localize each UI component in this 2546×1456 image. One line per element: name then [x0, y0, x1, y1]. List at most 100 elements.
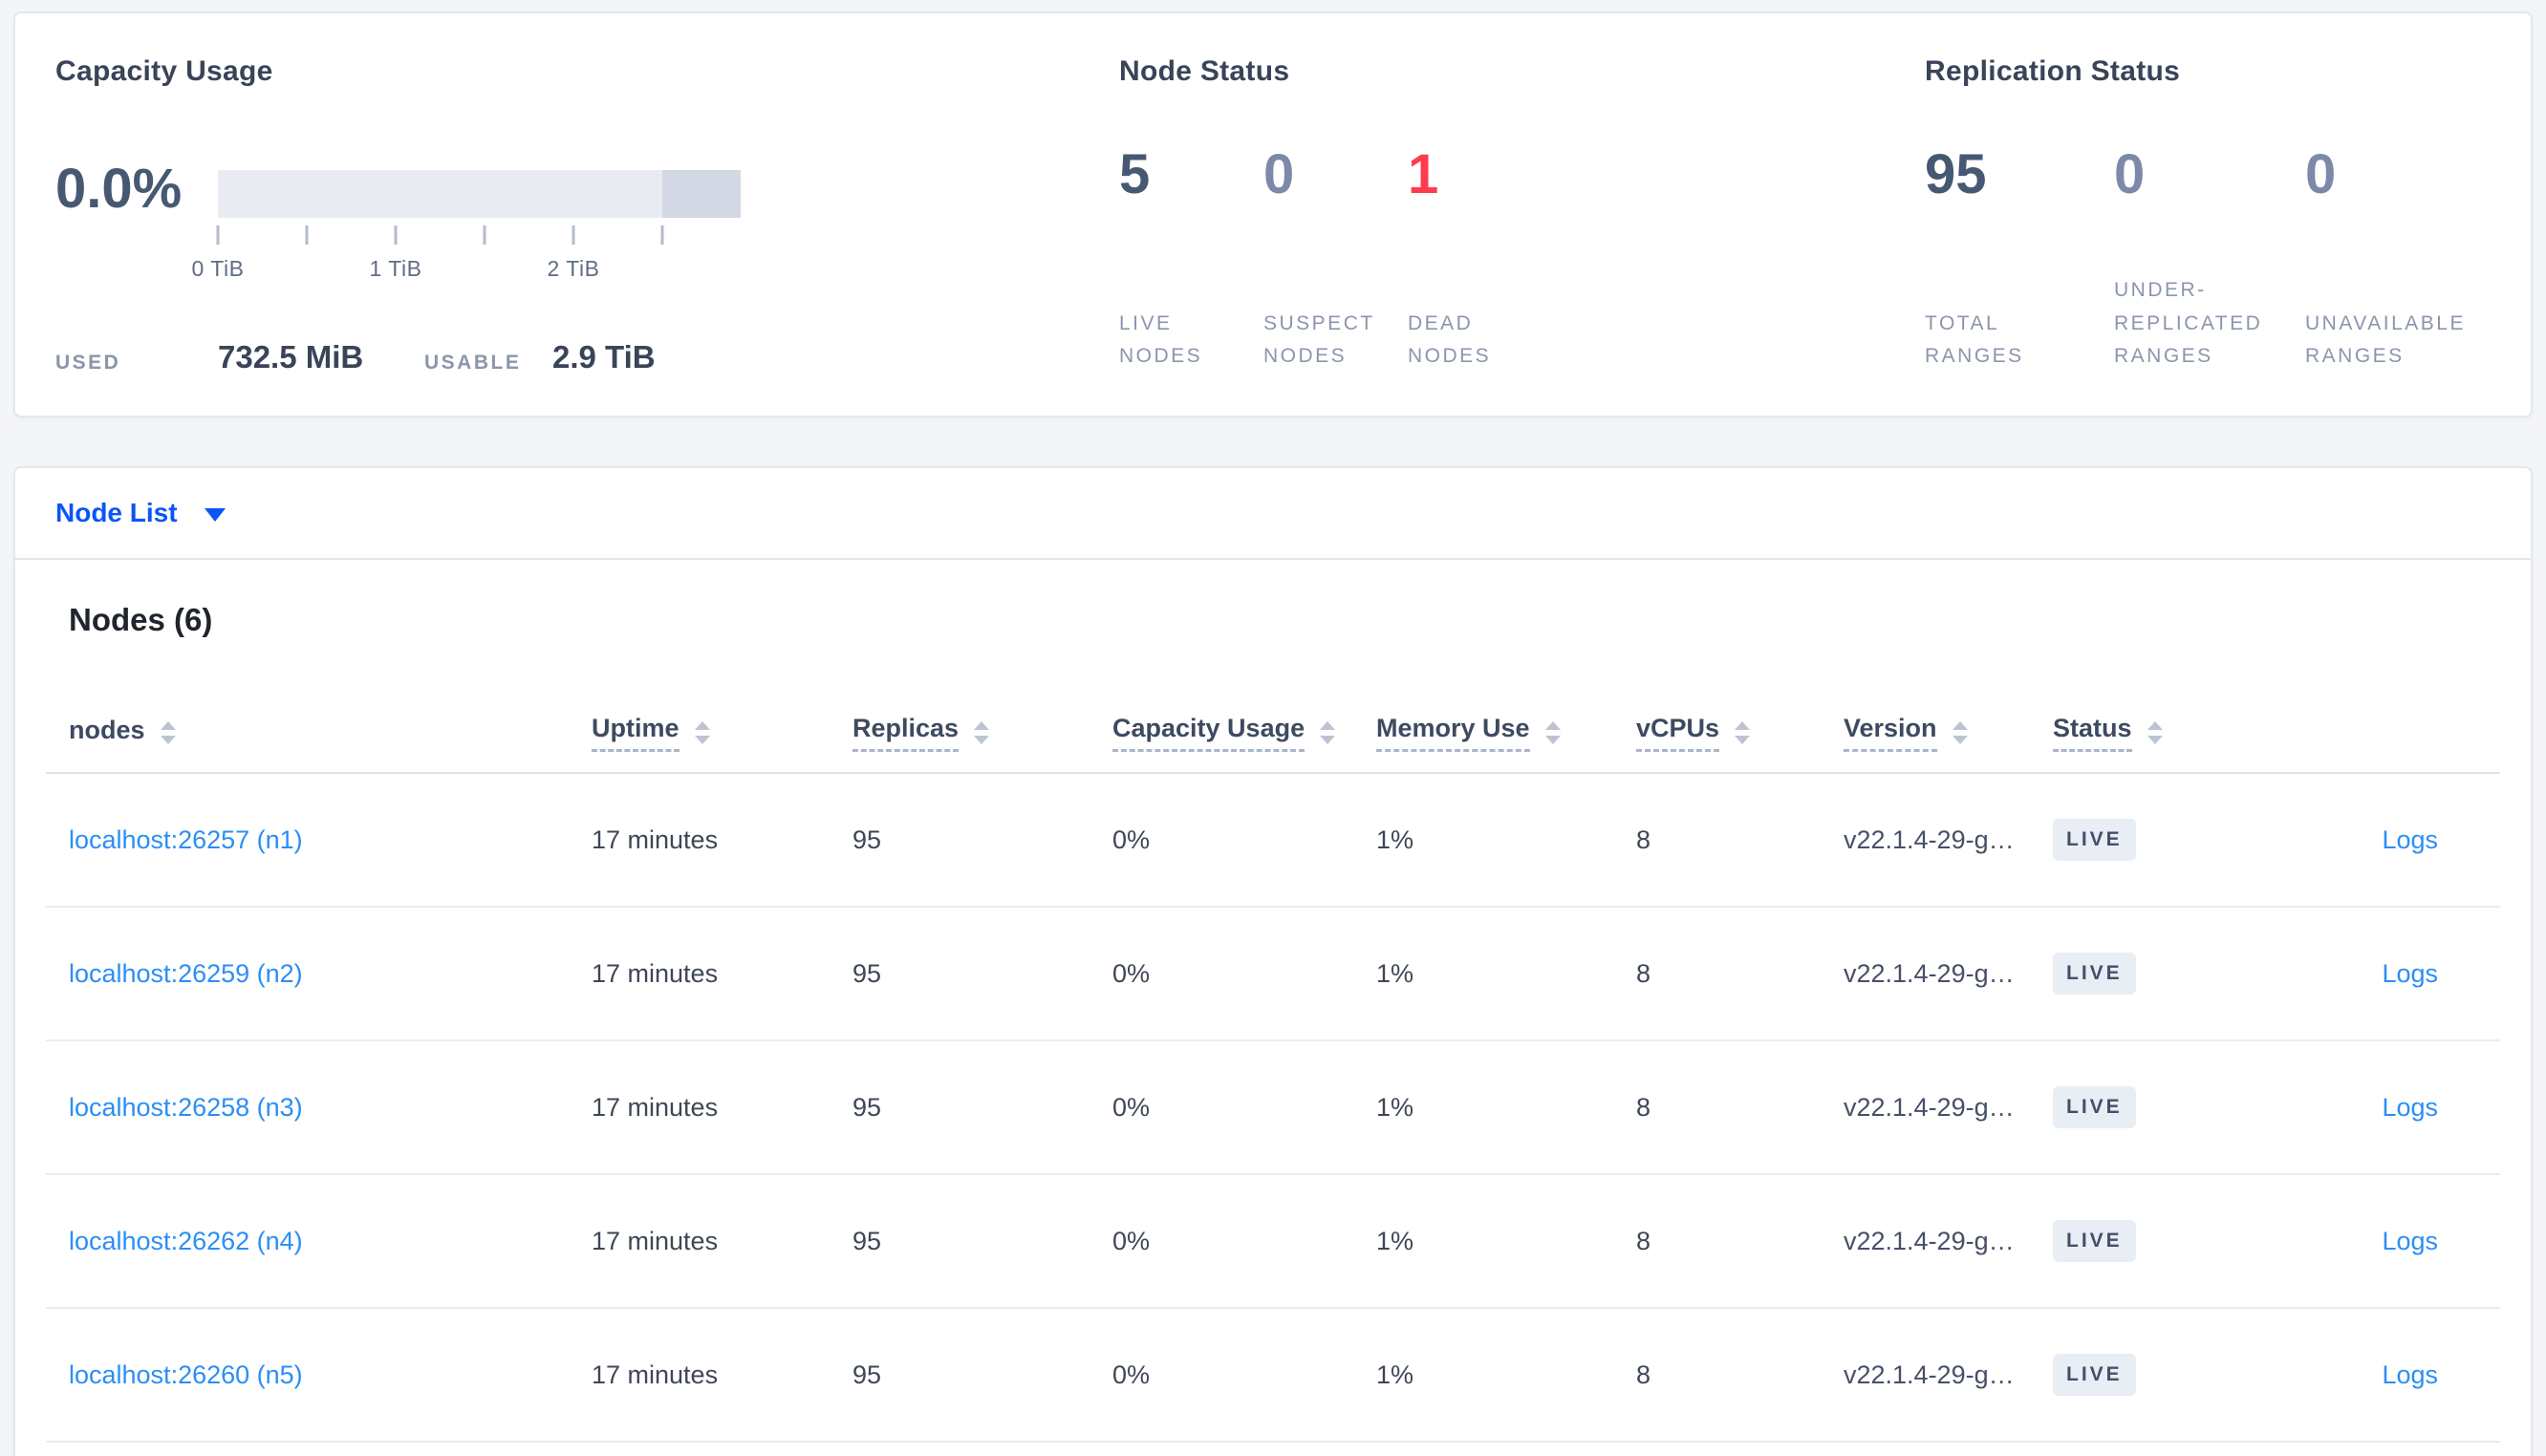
status-badge: LIVE — [2053, 953, 2136, 995]
vcpus-cell: 8 — [1636, 958, 1651, 988]
total-ranges-label: TOTAL RANGES — [1925, 311, 2024, 368]
metric-under-replicated-ranges: 0 UNDER-REPLICATED RANGES — [2114, 147, 2300, 374]
memory-cell: 1% — [1376, 1360, 1414, 1389]
uptime-cell: 17 minutes — [592, 958, 719, 988]
sort-icon — [694, 721, 710, 744]
total-ranges-value: 95 — [1925, 143, 1987, 205]
replicas-cell: 95 — [852, 1092, 882, 1122]
metric-live-nodes: 5 LIVE NODES — [1119, 147, 1248, 374]
gauge-tick — [394, 225, 398, 245]
memory-cell: 1% — [1376, 958, 1414, 988]
logs-link[interactable]: Logs — [2382, 1226, 2438, 1255]
view-selector-dropdown[interactable]: Node List — [55, 498, 226, 528]
node-link[interactable]: localhost:26262 (n4) — [69, 1226, 303, 1255]
capacity-usage-title: Capacity Usage — [55, 55, 273, 87]
sort-icon — [1952, 721, 1968, 744]
logs-link[interactable]: Logs — [2382, 958, 2438, 988]
dead-nodes-value: 1 — [1408, 143, 1439, 205]
suspect-nodes-label: SUSPECT NODES — [1263, 311, 1375, 368]
sort-icon — [974, 721, 990, 744]
vcpus-cell: 8 — [1636, 1360, 1651, 1389]
gauge-tick — [216, 225, 220, 245]
uptime-cell: 17 minutes — [592, 824, 719, 854]
metric-total-ranges: 95 TOTAL RANGES — [1925, 147, 2092, 374]
chevron-down-icon — [204, 508, 226, 522]
version-cell: v22.1.4-29-g… — [1844, 1360, 2015, 1389]
vcpus-cell: 8 — [1636, 1226, 1651, 1255]
node-link[interactable]: localhost:26259 (n2) — [69, 958, 303, 988]
table-row: localhost:26260 (n5) 17 minutes 95 0% 1%… — [46, 1309, 2500, 1443]
gauge-tick — [572, 225, 575, 245]
status-badge: LIVE — [2053, 819, 2136, 861]
table-row: localhost:26262 (n4) 17 minutes 95 0% 1%… — [46, 1175, 2500, 1309]
version-cell: v22.1.4-29-g… — [1844, 1092, 2015, 1122]
version-cell: v22.1.4-29-g… — [1844, 824, 2015, 854]
sort-icon — [1735, 721, 1751, 744]
metric-suspect-nodes: 0 SUSPECT NODES — [1263, 147, 1392, 374]
column-header-uptime[interactable]: Uptime — [592, 714, 852, 752]
column-header-status[interactable]: Status — [2053, 714, 2261, 752]
vcpus-cell: 8 — [1636, 824, 1651, 854]
gauge-tick-label: 0 TiB — [191, 256, 245, 281]
column-header-nodes[interactable]: nodes — [69, 716, 592, 751]
uptime-cell: 17 minutes — [592, 1226, 719, 1255]
nodes-table: nodes Uptime Replicas Capacity Usage Mem… — [46, 694, 2500, 1443]
cluster-summary-panel: Capacity Usage 0.0% 0 TiB 1 TiB 2 TiB US… — [13, 11, 2533, 418]
node-link[interactable]: localhost:26258 (n3) — [69, 1092, 303, 1122]
gauge-tick — [305, 225, 309, 245]
dead-nodes-label: DEAD NODES — [1408, 311, 1492, 368]
under-replicated-ranges-value: 0 — [2114, 143, 2146, 205]
logs-link[interactable]: Logs — [2382, 1092, 2438, 1122]
memory-cell: 1% — [1376, 824, 1414, 854]
used-label: USED — [55, 352, 121, 374]
status-badge: LIVE — [2053, 1220, 2136, 1262]
status-badge: LIVE — [2053, 1086, 2136, 1128]
column-header-memory-use[interactable]: Memory Use — [1376, 714, 1636, 752]
column-header-replicas[interactable]: Replicas — [852, 714, 1112, 752]
uptime-cell: 17 minutes — [592, 1092, 719, 1122]
table-row: localhost:26258 (n3) 17 minutes 95 0% 1%… — [46, 1041, 2500, 1175]
table-row: localhost:26259 (n2) 17 minutes 95 0% 1%… — [46, 908, 2500, 1041]
view-selector-bar: Node List — [13, 466, 2533, 560]
under-replicated-ranges-label: UNDER-REPLICATED RANGES — [2114, 279, 2263, 368]
column-header-version[interactable]: Version — [1844, 714, 2053, 752]
node-status-title: Node Status — [1119, 55, 1290, 87]
view-selector-label: Node List — [55, 498, 178, 527]
used-value: 732.5 MiB — [218, 339, 364, 375]
capacity-cell: 0% — [1112, 1226, 1151, 1255]
replicas-cell: 95 — [852, 1226, 882, 1255]
nodes-table-title: Nodes (6) — [69, 602, 213, 637]
gauge-tick-label: 1 TiB — [369, 256, 422, 281]
replicas-cell: 95 — [852, 1360, 882, 1389]
capacity-cell: 0% — [1112, 1092, 1151, 1122]
gauge-tick — [660, 225, 664, 245]
logs-link[interactable]: Logs — [2382, 824, 2438, 854]
capacity-usage-percent: 0.0% — [55, 158, 183, 220]
memory-cell: 1% — [1376, 1092, 1414, 1122]
table-header-row: nodes Uptime Replicas Capacity Usage Mem… — [46, 694, 2500, 774]
column-header-vcpus[interactable]: vCPUs — [1636, 714, 1844, 752]
usable-label: USABLE — [424, 352, 522, 374]
column-header-capacity-usage[interactable]: Capacity Usage — [1112, 714, 1376, 752]
logs-link[interactable]: Logs — [2382, 1360, 2438, 1389]
suspect-nodes-value: 0 — [1263, 143, 1295, 205]
metric-unavailable-ranges: 0 UNAVAILABLE RANGES — [2305, 147, 2535, 374]
node-link[interactable]: localhost:26257 (n1) — [69, 824, 303, 854]
sort-icon — [2147, 721, 2163, 744]
status-badge: LIVE — [2053, 1354, 2136, 1396]
capacity-gauge-bar — [218, 170, 741, 218]
sort-icon — [160, 721, 176, 744]
unavailable-ranges-value: 0 — [2305, 143, 2337, 205]
version-cell: v22.1.4-29-g… — [1844, 1226, 2015, 1255]
live-nodes-label: LIVE NODES — [1119, 311, 1203, 368]
unavailable-ranges-label: UNAVAILABLE RANGES — [2305, 311, 2466, 368]
capacity-cell: 0% — [1112, 824, 1151, 854]
version-cell: v22.1.4-29-g… — [1844, 958, 2015, 988]
replicas-cell: 95 — [852, 958, 882, 988]
capacity-cell: 0% — [1112, 1360, 1151, 1389]
memory-cell: 1% — [1376, 1226, 1414, 1255]
live-nodes-value: 5 — [1119, 143, 1151, 205]
node-link[interactable]: localhost:26260 (n5) — [69, 1360, 303, 1389]
sort-icon — [1320, 721, 1336, 744]
